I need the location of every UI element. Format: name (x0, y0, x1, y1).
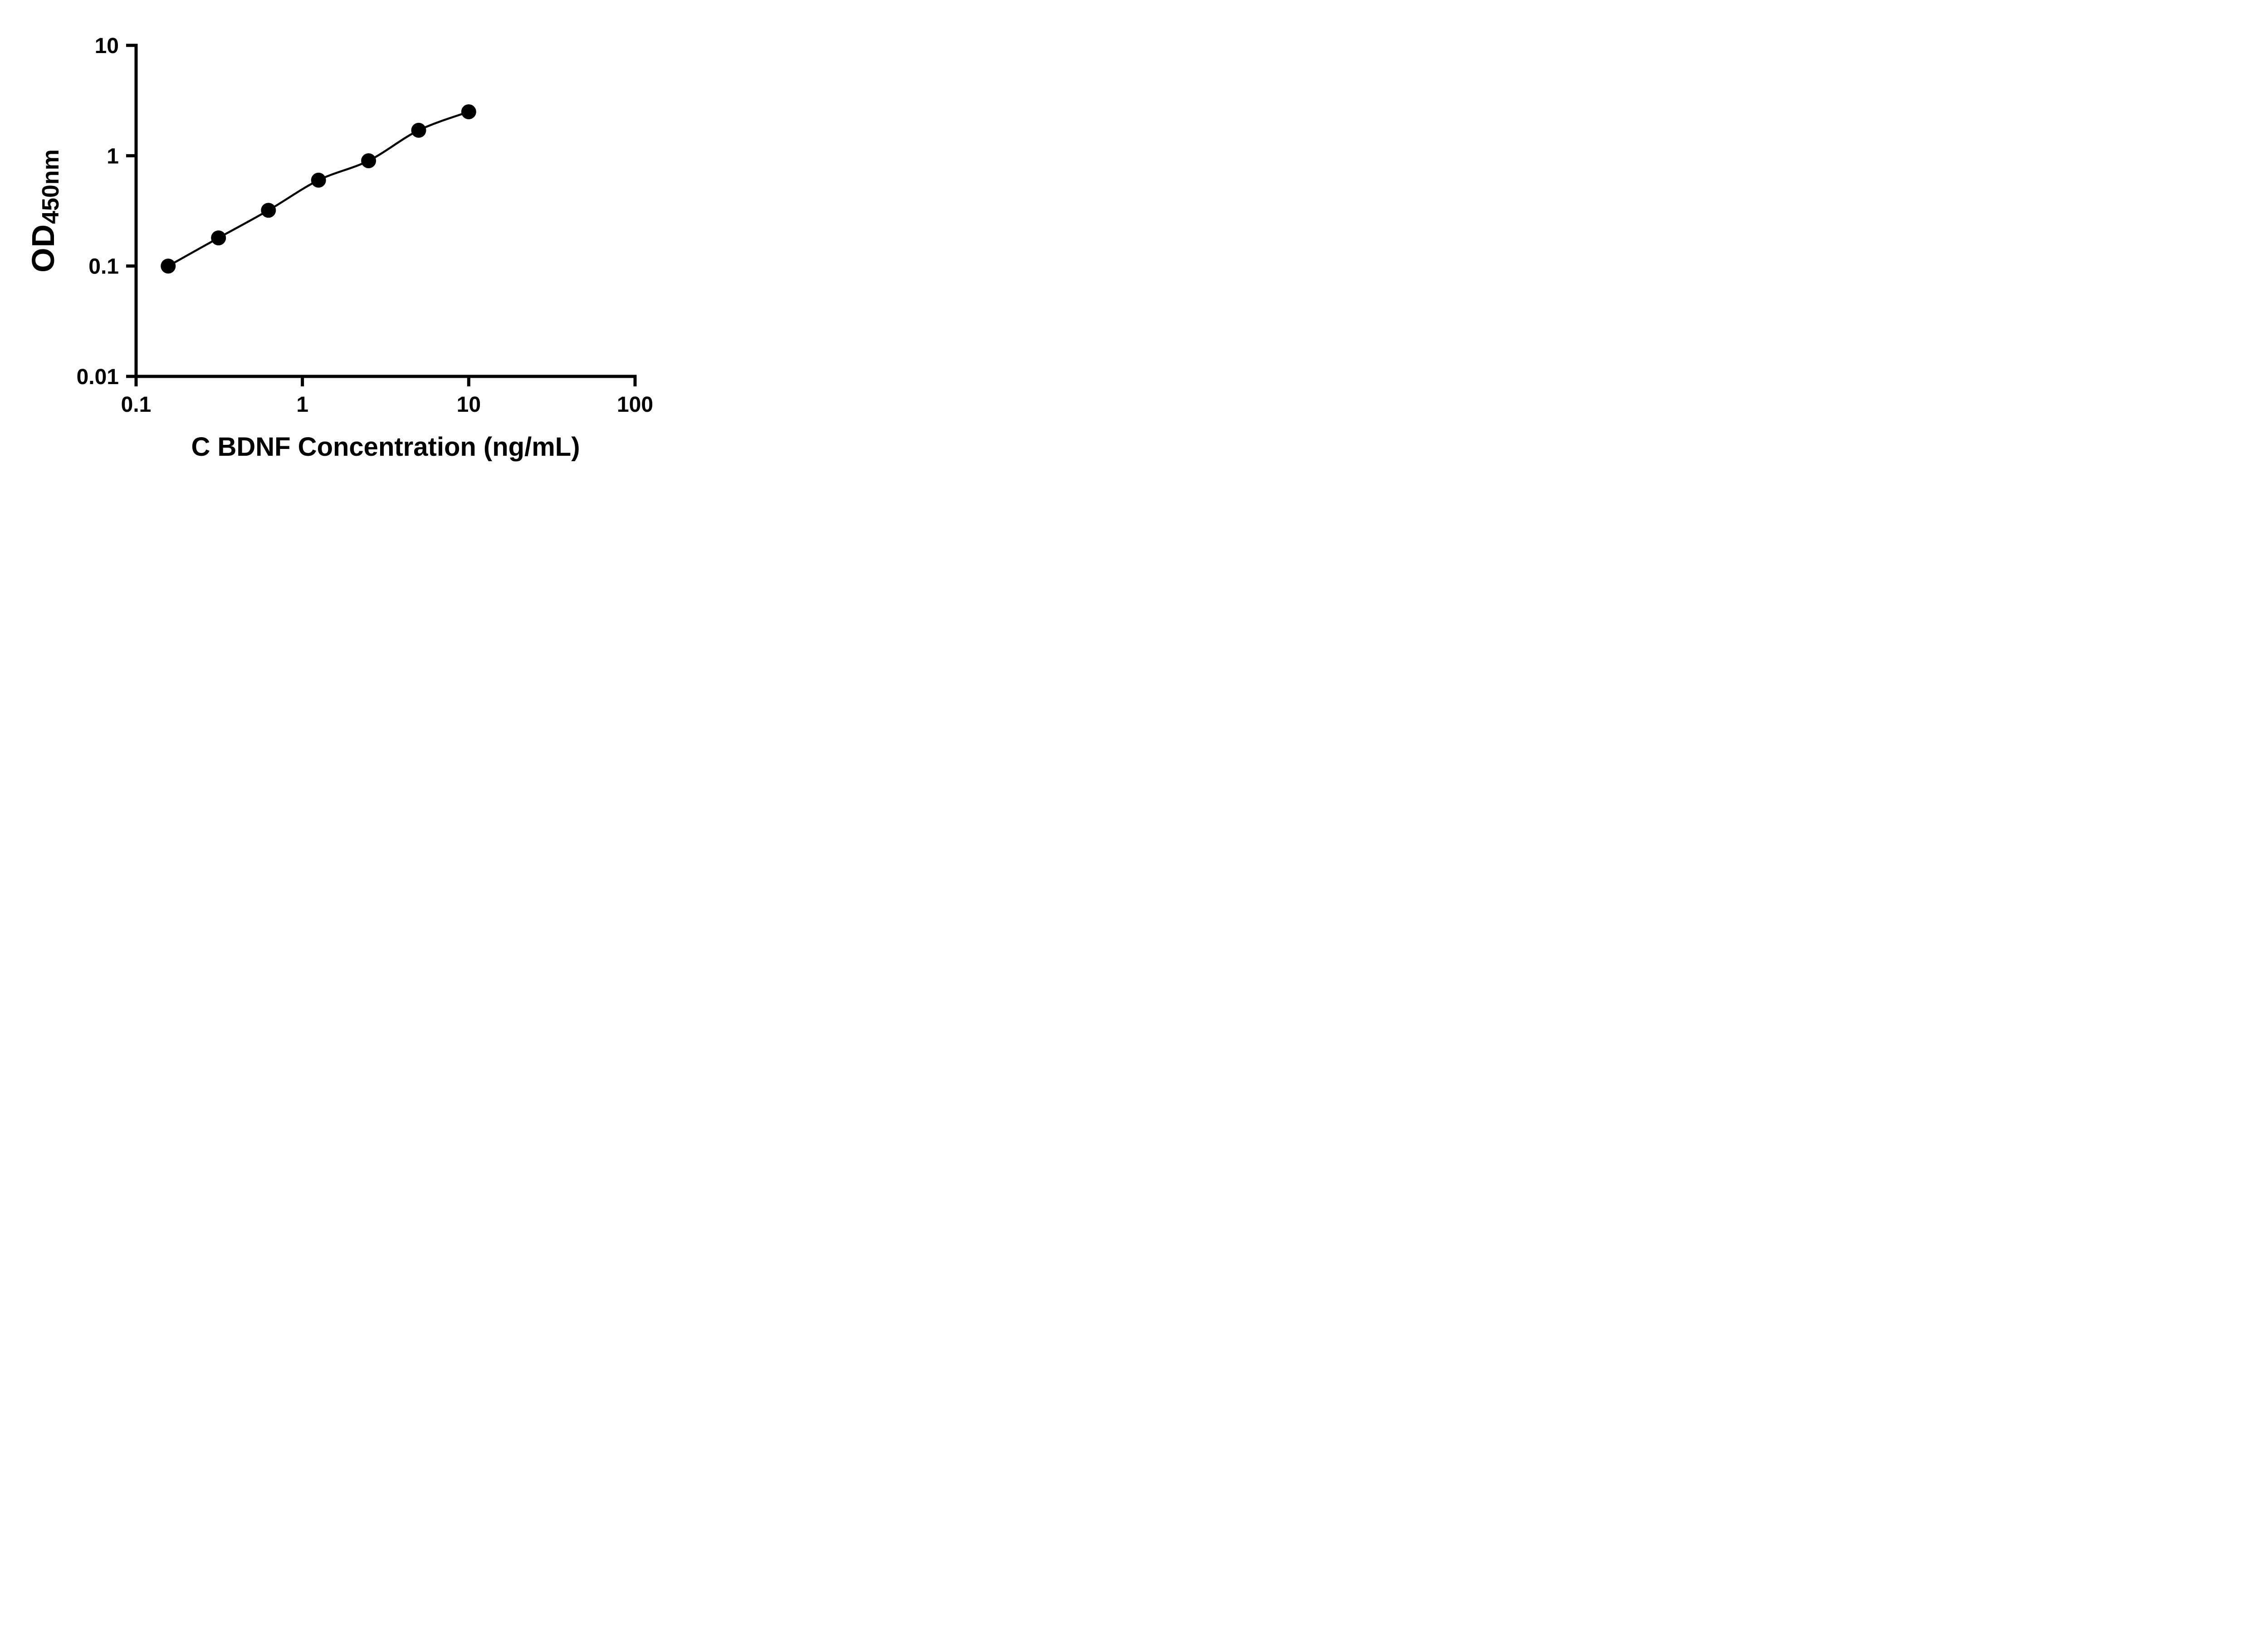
x-axis-title: C BDNF Concentration (ng/mL) (191, 432, 580, 462)
data-point-marker (361, 153, 376, 168)
data-point-marker (461, 104, 476, 119)
y-axis-tick-label: 10 (95, 34, 119, 58)
y-axis-title: OD450nm (25, 149, 64, 273)
x-axis-tick-label: 10 (457, 393, 481, 417)
x-axis-tick-label: 1 (296, 393, 308, 417)
x-axis-tick-label: 0.1 (121, 393, 152, 417)
data-point-marker (161, 258, 176, 274)
axes-spine (134, 44, 637, 378)
data-point-marker (211, 230, 226, 246)
y-axis-tick-label: 0.01 (77, 365, 119, 389)
data-point-marker (261, 203, 276, 218)
y-axis-title-subscript: 450nm (38, 149, 64, 224)
y-axis-tick-label: 1 (107, 144, 119, 168)
x-axis-tick-label: 100 (617, 393, 653, 417)
y-axis-title-main: OD (25, 224, 61, 273)
data-point-marker (311, 172, 326, 188)
data-point-marker (411, 122, 426, 138)
y-axis-tick-label: 0.1 (88, 255, 119, 279)
standard-curve-figure: 0.1 1 10 100 0.01 0.1 1 10 OD450nm C BDNF Conce… (0, 0, 701, 491)
